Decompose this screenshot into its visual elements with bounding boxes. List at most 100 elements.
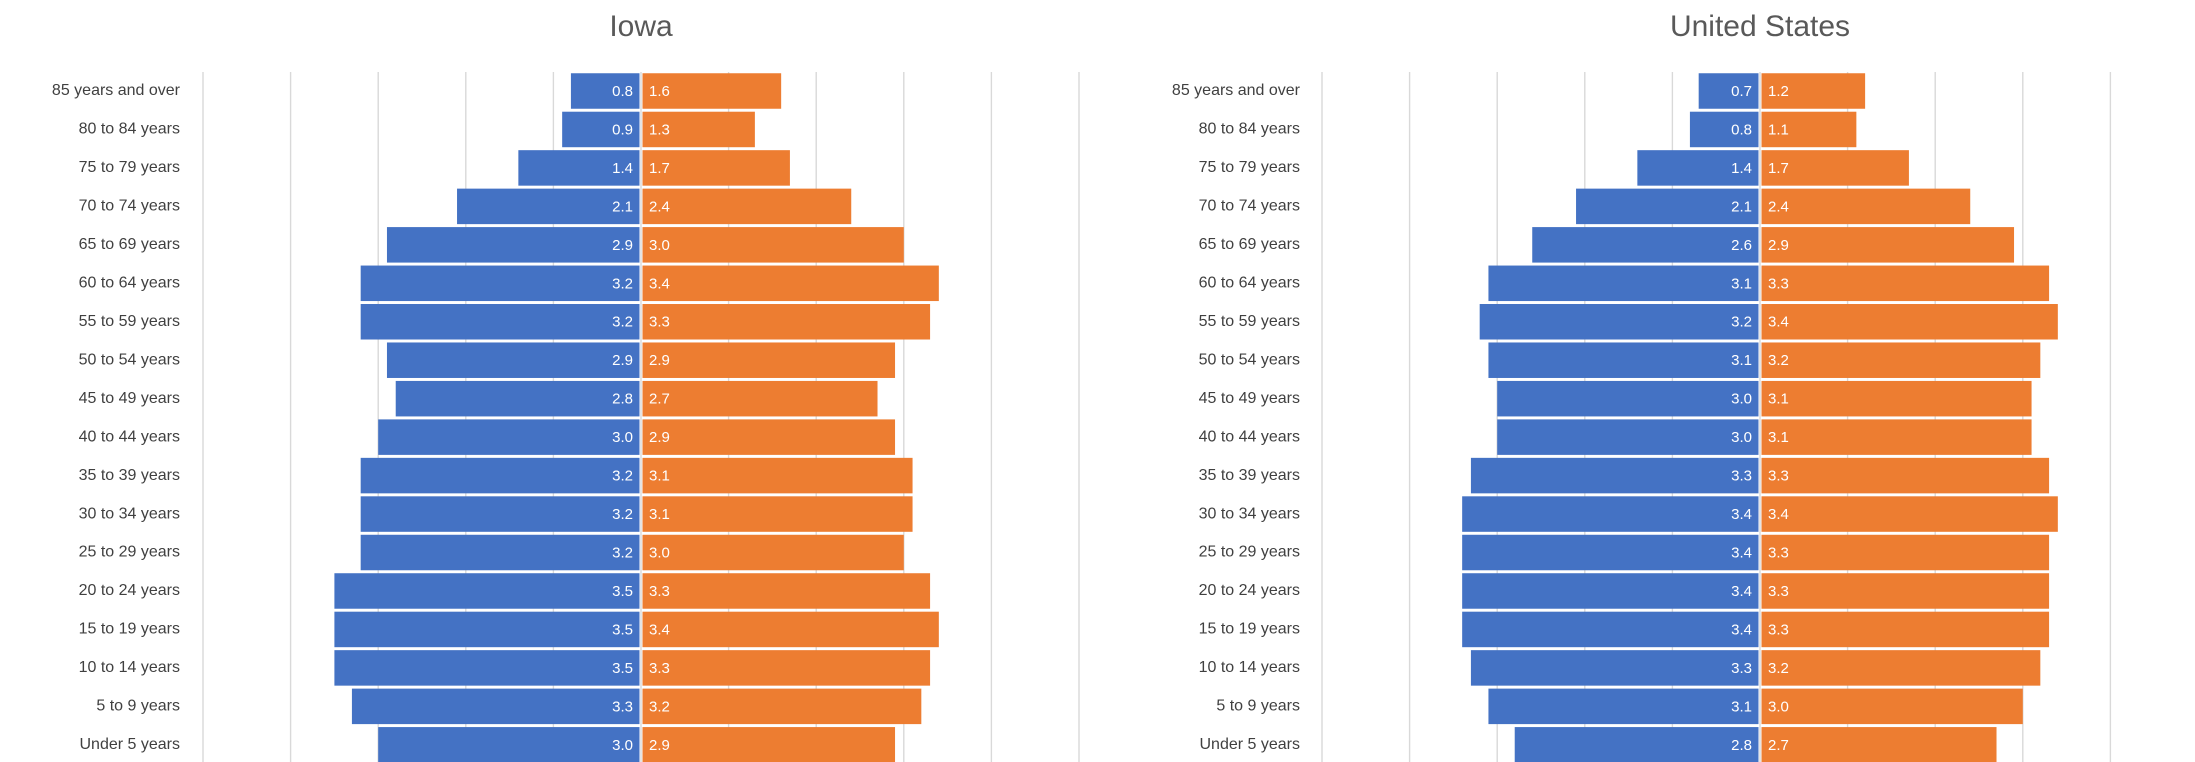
bar [1761, 457, 2050, 494]
bar [642, 650, 931, 686]
data-label: 0.8 [612, 83, 633, 100]
bar [1497, 419, 1759, 455]
bar [1761, 73, 1866, 109]
bar [642, 304, 931, 340]
category-label: Under 5 years [1200, 736, 1301, 753]
data-label: 3.2 [612, 314, 633, 331]
data-label: 3.1 [1768, 391, 1789, 408]
data-label: 3.0 [1768, 698, 1789, 715]
data-label: 3.2 [1768, 352, 1789, 369]
data-label: 1.4 [612, 160, 633, 177]
bar [1497, 380, 1759, 417]
category-label: 15 to 19 years [79, 621, 180, 638]
bar [1761, 304, 2058, 340]
bar [570, 73, 640, 109]
data-label: 2.4 [1768, 198, 1789, 215]
data-label: 1.3 [649, 121, 670, 138]
bar [360, 534, 640, 571]
data-label: 3.2 [649, 698, 670, 715]
data-label: 2.8 [1731, 737, 1752, 754]
bar [1761, 650, 2041, 686]
data-label: 3.2 [1768, 660, 1789, 677]
category-label: 55 to 59 years [79, 313, 180, 330]
bar [1689, 111, 1759, 148]
category-label: 45 to 49 years [1199, 390, 1300, 407]
bar [1761, 419, 2032, 455]
data-label: 3.1 [1731, 275, 1752, 292]
data-label: 1.4 [1731, 160, 1752, 177]
category-label: 40 to 44 years [79, 428, 180, 445]
bar [334, 650, 640, 686]
bar [334, 573, 640, 609]
data-label: 3.1 [649, 468, 670, 485]
category-label: 55 to 59 years [1199, 313, 1300, 330]
data-label: 3.5 [612, 621, 633, 638]
bar [1761, 688, 2023, 725]
data-label: 3.5 [612, 660, 633, 677]
bar [1761, 111, 1857, 148]
data-label: 3.1 [649, 506, 670, 523]
data-label: 2.4 [649, 198, 670, 215]
chart-title: Iowa [609, 10, 673, 43]
data-label: 3.4 [649, 275, 670, 292]
category-label: 35 to 39 years [1199, 467, 1300, 484]
data-label: 2.7 [1768, 737, 1789, 754]
data-label: 2.9 [649, 737, 670, 754]
category-label: 50 to 54 years [79, 351, 180, 368]
bar [642, 496, 913, 532]
data-label: 1.7 [1768, 160, 1789, 177]
bar [1761, 573, 2050, 609]
category-label: 5 to 9 years [96, 698, 180, 715]
category-label: 75 to 79 years [79, 159, 180, 176]
bar [386, 342, 640, 378]
bar [378, 727, 640, 762]
bar [1488, 342, 1759, 378]
data-label: 2.6 [1731, 237, 1752, 254]
category-label: 50 to 54 years [1199, 351, 1300, 368]
category-label: 40 to 44 years [1199, 428, 1300, 445]
data-label: 3.5 [612, 583, 633, 600]
bar [1462, 496, 1759, 532]
bar [642, 611, 939, 648]
bar [642, 111, 755, 148]
bar [360, 265, 640, 302]
data-label: 3.4 [1731, 583, 1752, 600]
data-label: 3.3 [649, 583, 670, 600]
category-label: 30 to 34 years [1199, 505, 1300, 522]
category-label: 70 to 74 years [1199, 198, 1300, 215]
bar [1470, 457, 1759, 494]
data-label: 3.3 [1731, 468, 1752, 485]
bar [1761, 227, 2015, 263]
data-label: 2.1 [612, 198, 633, 215]
bar [1462, 534, 1759, 571]
category-label: 15 to 19 years [1199, 621, 1300, 638]
bar [642, 150, 790, 186]
data-label: 3.0 [612, 429, 633, 446]
data-label: 2.9 [612, 237, 633, 254]
category-label: 25 to 29 years [79, 544, 180, 561]
data-label: 3.2 [1731, 314, 1752, 331]
data-label: 3.4 [1731, 621, 1752, 638]
bar [1637, 150, 1759, 186]
data-label: 3.1 [1731, 352, 1752, 369]
bar [1470, 650, 1759, 686]
category-label: 25 to 29 years [1199, 544, 1300, 561]
bar [395, 380, 640, 417]
bar [1761, 265, 2050, 302]
bar [642, 534, 904, 571]
data-label: 3.4 [1731, 544, 1752, 561]
data-label: 3.4 [1768, 506, 1789, 523]
bar [642, 188, 852, 225]
category-label: 60 to 64 years [79, 275, 180, 292]
data-label: 2.9 [649, 429, 670, 446]
category-label: 5 to 9 years [1216, 698, 1300, 715]
bar [1761, 188, 1971, 225]
bar [378, 419, 640, 455]
bar [1462, 573, 1759, 609]
data-label: 1.2 [1768, 83, 1789, 100]
bar [642, 457, 913, 494]
category-label: 30 to 34 years [79, 505, 180, 522]
data-label: 3.0 [612, 737, 633, 754]
